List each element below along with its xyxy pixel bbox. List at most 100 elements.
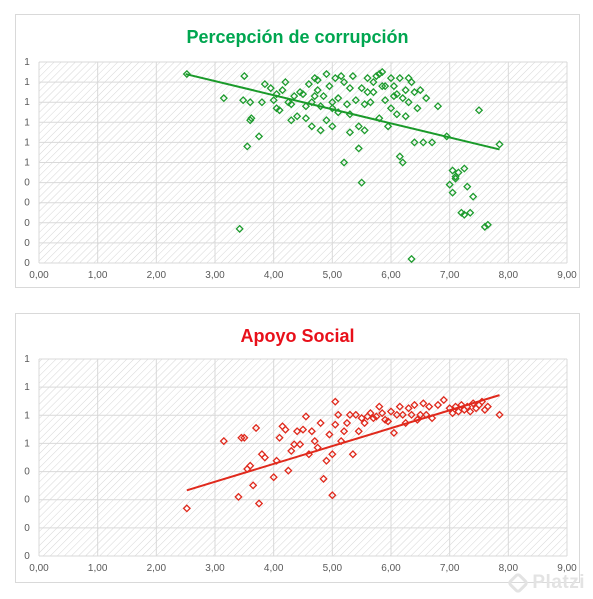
trendline xyxy=(185,73,500,151)
x-tick-label: 0,00 xyxy=(29,563,49,574)
data-point xyxy=(360,418,369,428)
y-tick-label: 1 xyxy=(24,354,30,365)
data-point xyxy=(322,116,331,125)
data-point xyxy=(331,397,340,406)
platzi-watermark: Platzi xyxy=(507,571,585,595)
data-point xyxy=(290,440,299,449)
data-point xyxy=(322,456,331,465)
data-point xyxy=(448,166,457,175)
data-point xyxy=(272,90,281,99)
data-point xyxy=(351,96,360,105)
watermark-text: Platzi xyxy=(532,572,585,593)
data-point xyxy=(269,96,278,105)
data-point xyxy=(439,395,448,405)
data-point xyxy=(331,73,340,83)
data-point xyxy=(448,188,457,197)
data-point xyxy=(407,77,416,87)
data-point xyxy=(339,77,349,87)
data-point xyxy=(307,98,316,107)
data-point xyxy=(313,75,322,85)
x-tick-label: 8,00 xyxy=(499,563,519,574)
data-point xyxy=(413,104,422,113)
y-tick-label: 0 xyxy=(24,467,30,478)
data-point xyxy=(395,73,404,83)
x-tick-label: 5,00 xyxy=(323,270,343,281)
data-point xyxy=(360,126,369,135)
data-point xyxy=(448,409,457,418)
data-point xyxy=(182,504,191,513)
data-point xyxy=(345,84,355,93)
data-point xyxy=(445,404,454,413)
y-tick-label: 0 xyxy=(24,258,30,269)
data-point xyxy=(219,436,228,446)
data-point xyxy=(235,224,244,233)
data-point xyxy=(182,69,191,79)
data-point xyxy=(281,425,290,434)
data-point xyxy=(427,138,437,147)
data-point xyxy=(495,140,504,149)
data-point xyxy=(348,71,357,81)
y-tick-label: 0 xyxy=(24,523,30,534)
data-point xyxy=(378,67,387,77)
data-point xyxy=(293,427,302,436)
data-point xyxy=(389,82,399,91)
data-point xyxy=(316,418,325,428)
data-point xyxy=(407,254,416,264)
data-point xyxy=(401,112,410,121)
data-point xyxy=(246,116,255,125)
data-point xyxy=(234,492,243,502)
data-point xyxy=(240,433,249,442)
data-point xyxy=(281,77,290,87)
data-point xyxy=(395,152,404,161)
y-tick-label: 0 xyxy=(24,238,30,249)
data-point xyxy=(254,132,264,141)
y-tick-label: 0 xyxy=(24,178,30,189)
data-point xyxy=(401,86,410,95)
data-point xyxy=(339,427,349,436)
y-tick-label: 1 xyxy=(24,97,30,108)
data-point xyxy=(269,473,278,482)
data-point xyxy=(463,182,472,191)
data-point xyxy=(298,90,308,99)
data-point xyxy=(328,450,337,459)
y-tick-label: 1 xyxy=(24,137,30,148)
data-point xyxy=(319,92,328,101)
data-point xyxy=(287,100,296,109)
data-point xyxy=(457,400,466,410)
y-tick-label: 1 xyxy=(24,158,30,169)
x-tick-label: 8,00 xyxy=(499,270,519,281)
data-point xyxy=(404,98,413,107)
data-point xyxy=(375,402,384,411)
data-point xyxy=(313,86,322,95)
data-point xyxy=(433,400,443,410)
x-tick-label: 7,00 xyxy=(440,270,460,281)
data-point xyxy=(395,402,404,411)
data-point xyxy=(392,410,401,419)
data-point xyxy=(239,96,248,105)
y-tick-label: 1 xyxy=(24,410,30,421)
x-tick-label: 6,00 xyxy=(381,563,401,574)
plot-area xyxy=(39,359,567,556)
data-point xyxy=(454,168,463,177)
data-point xyxy=(454,407,463,416)
data-point xyxy=(378,409,387,418)
social-support-chart-panel: Apoyo Social 0 0 0 0 1 1 1 1 0,00 1,00 2,00 3,00 4,0… xyxy=(15,313,580,583)
y-tick-label: 1 xyxy=(24,382,30,393)
data-point xyxy=(247,114,256,123)
data-point xyxy=(310,92,319,101)
x-tick-label: 1,00 xyxy=(88,270,108,281)
x-tick-label: 3,00 xyxy=(205,270,225,281)
data-point xyxy=(328,104,337,113)
data-point xyxy=(342,418,352,428)
data-point xyxy=(378,82,387,91)
data-point xyxy=(287,446,296,456)
data-point xyxy=(287,116,296,125)
data-point xyxy=(310,436,319,446)
data-point xyxy=(328,122,337,131)
data-point xyxy=(319,474,328,483)
data-point xyxy=(328,491,337,500)
data-point xyxy=(260,79,269,89)
data-point xyxy=(495,410,504,419)
data-point xyxy=(474,106,484,115)
data-point xyxy=(334,94,343,103)
